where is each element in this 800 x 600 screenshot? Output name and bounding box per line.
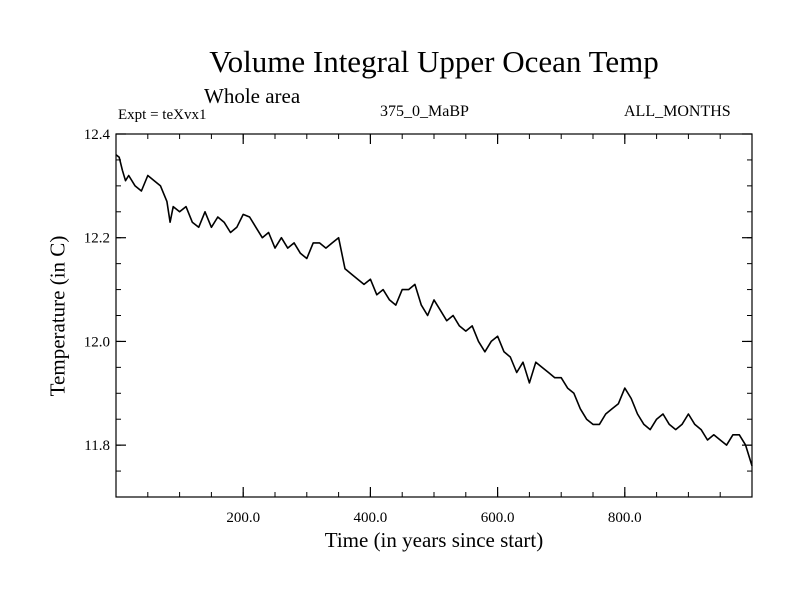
x-tick-label: 400.0 <box>354 510 388 526</box>
y-tick-label: 12.4 <box>84 127 111 143</box>
chart-subtitle: Whole area <box>204 84 301 108</box>
x-tick-label: 800.0 <box>608 510 642 526</box>
tick-labels: 200.0 400.0 600.0 800.0 11.8 12.0 12.2 12.4 <box>84 127 642 526</box>
chart-title: Volume Integral Upper Ocean Temp <box>209 44 659 79</box>
y-tick-label: 11.8 <box>84 438 110 454</box>
y-tick-label: 12.2 <box>84 231 110 247</box>
minor-ticks <box>116 134 752 497</box>
x-tick-label: 200.0 <box>226 510 260 526</box>
x-axis-label: Time (in years since start) <box>324 528 544 552</box>
y-tick-label: 12.0 <box>84 334 110 350</box>
series-line-teXvx1 <box>115 154 753 467</box>
x-tick-label: 600.0 <box>481 510 515 526</box>
period-label: ALL_MONTHS <box>624 103 731 120</box>
plot-frame <box>115 133 753 498</box>
experiment-label: Expt = teXvx1 <box>118 107 207 123</box>
case-label: 375_0_MaBP <box>380 103 469 120</box>
major-ticks <box>116 133 752 497</box>
